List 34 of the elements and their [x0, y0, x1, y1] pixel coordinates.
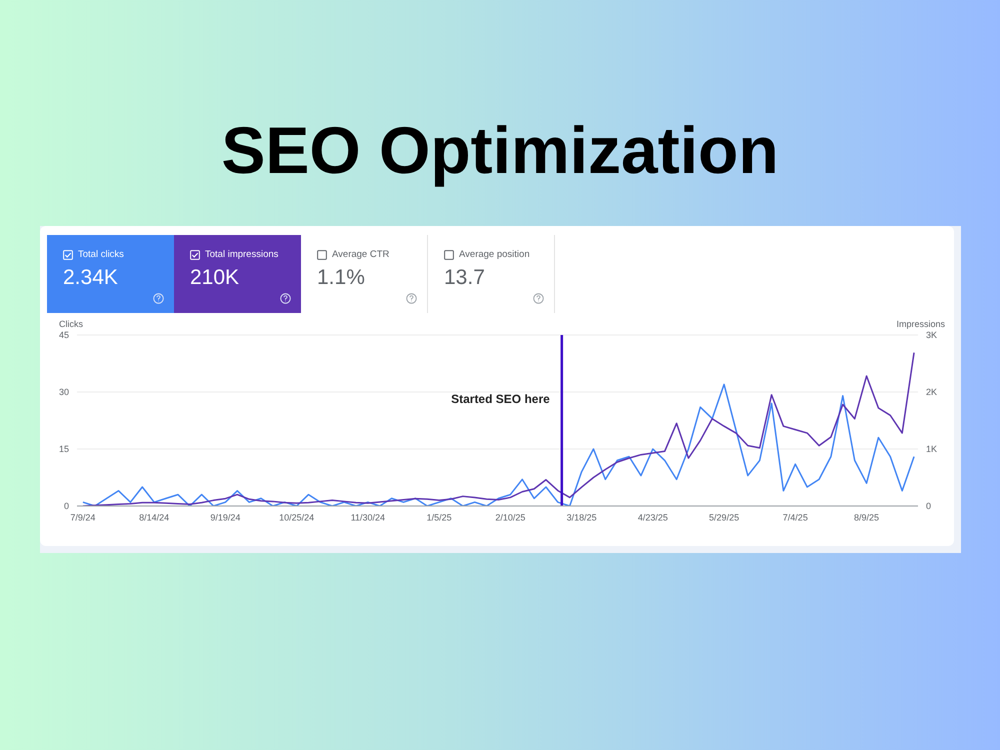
- ref-line-label: Started SEO here: [451, 392, 550, 406]
- y2-tick-label: 2K: [926, 387, 938, 398]
- x-tick-label: 11/30/24: [350, 512, 386, 522]
- x-tick-label: 2/10/25: [495, 512, 526, 522]
- y-axis-title: Clicks: [59, 319, 83, 329]
- text: 13.7: [444, 266, 486, 290]
- x-tick-label: 7/4/25: [782, 512, 808, 522]
- line-series: [82, 352, 915, 506]
- y-tick-label: 45: [58, 330, 69, 340]
- y2-axis-title: Impressions: [896, 319, 945, 329]
- text: 210K: [190, 266, 240, 290]
- x-tick-label: 9/19/24: [210, 512, 240, 522]
- x-tick-label: 4/23/25: [638, 512, 668, 522]
- y2-tick-label: 3K: [926, 330, 938, 340]
- text: 1.1%: [317, 266, 366, 290]
- text: Average position: [459, 249, 530, 260]
- x-tick-label: 8/14/24: [139, 512, 170, 522]
- x-tick-label: 8/9/25: [854, 512, 880, 522]
- y2-tick-label: 1K: [926, 444, 938, 454]
- text: Average CTR: [332, 249, 390, 260]
- text: SEO Optimization: [220, 112, 780, 188]
- x-tick-label: 3/18/25: [566, 512, 597, 522]
- text: Total impressions: [205, 249, 278, 260]
- x-tick-label: 10/25/24: [279, 512, 314, 522]
- line-series: [82, 384, 915, 506]
- x-tick-label: 1/5/25: [426, 512, 452, 522]
- y2-tick-label: 0: [926, 501, 932, 512]
- x-tick-label: 7/9/24: [70, 512, 96, 522]
- y-tick-label: 15: [58, 444, 69, 454]
- x-tick-label: 5/29/25: [709, 512, 740, 522]
- y-tick-label: 0: [64, 501, 69, 512]
- text: 2.34K: [63, 266, 119, 290]
- text: Total clicks: [78, 249, 124, 260]
- y-tick-label: 30: [58, 387, 69, 398]
